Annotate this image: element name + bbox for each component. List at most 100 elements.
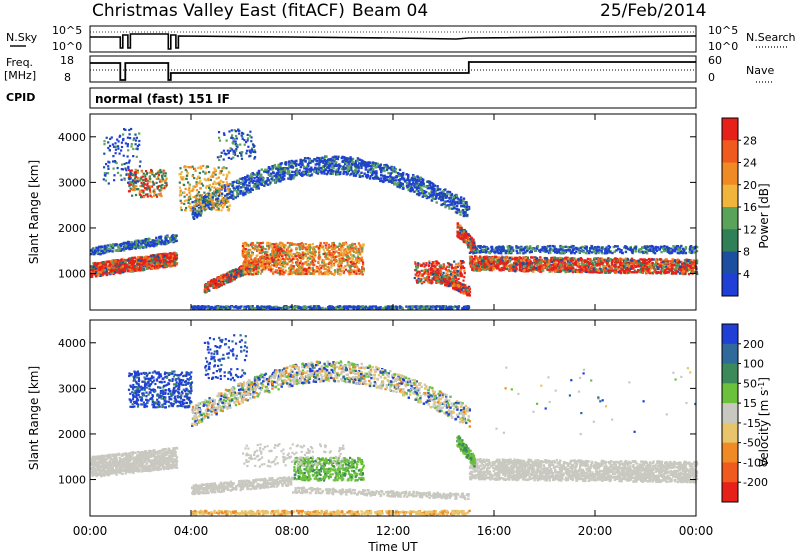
scatter-cell [240,270,243,273]
scatter-cell [113,244,117,247]
scatter-cell [650,266,653,270]
scatter-cell [162,253,165,257]
scatter-cell [497,263,500,266]
scatter-cell [491,255,494,259]
scatter-cell [281,268,285,271]
scatter-cell [505,265,508,268]
scatter-cell [331,252,334,255]
scatter-cell [568,249,571,252]
scatter-cell [247,268,250,271]
scatter-cell [536,268,540,271]
scatter-cell [133,245,136,248]
scatter-cell [652,246,655,250]
scatter-cell [512,269,515,272]
scatter-cell [344,265,347,268]
scatter-cell [635,265,639,268]
scatter-cell [631,248,634,251]
scatter-cell [170,257,173,260]
scatter-cell [288,255,291,258]
scatter-cell [562,245,565,249]
scatter-cell [162,241,165,244]
scatter-cell [157,253,160,256]
scatter-cell [298,267,301,270]
scatter-cell [307,262,310,265]
scatter-cell [426,277,430,280]
scatter-cell [637,259,640,263]
scatter-cell [434,266,437,269]
scatter-cell [563,265,567,268]
scatter-cell [132,261,136,264]
scatter-cell [338,248,341,251]
scatter-cell [291,255,294,258]
scatter-cell [348,244,351,247]
scatter-cell [238,268,242,272]
scatter-cell [471,265,474,268]
scatter-cell [469,263,472,267]
scatter-cell [155,236,158,240]
scatter-cell [669,265,672,268]
scatter-cell [428,261,431,265]
scatter-cell [675,269,678,272]
scatter-cell [92,249,95,252]
scatter-cell [631,271,634,274]
scatter-cell [279,269,282,272]
scatter-cell [166,240,170,243]
scatter-cell [475,268,478,272]
scatter-cell [414,261,417,264]
scatter-cell [671,249,674,253]
scatter-cell [266,264,269,267]
scatter-cell [695,259,699,262]
scatter-cell [271,252,274,255]
scatter-cell [322,266,325,269]
scatter-cell [616,245,619,248]
scatter-cell [665,271,668,274]
scatter-cell [90,252,93,256]
scatter-cell [526,247,530,250]
scatter-cell [137,259,140,262]
scatter-cell [539,256,542,259]
scatter-cell [99,271,103,274]
scatter-cell [93,253,96,256]
scatter-cell [503,263,507,266]
scatter-cell [650,244,654,248]
scatter-cell [254,244,257,247]
scatter-cell [344,268,347,271]
scatter-cell [670,267,674,270]
scatter-cell [446,270,449,273]
scatter-cell [299,243,302,246]
scatter-cell [172,252,175,255]
scatter-cell [279,241,283,244]
scatter-cell [533,247,536,250]
scatter-cell [281,271,284,274]
scatter-cell [647,249,650,252]
scatter-cell [260,258,263,262]
scatter-cell [683,259,687,262]
scatter-cell [518,267,522,270]
scatter-cell [449,270,452,273]
scatter-cell [652,258,655,261]
scatter-cell [159,254,162,258]
scatter-cell [620,263,623,267]
scatter-cell [666,250,669,253]
scatter-cell [645,259,649,262]
scatter-cell [597,251,600,255]
scatter-cell [144,259,147,262]
scatter-cell [133,256,137,259]
scatter-cell [489,264,493,267]
scatter-cell [214,280,217,283]
scatter-cell [349,253,352,256]
scatter-cell [275,265,278,268]
scatter-cell [571,262,575,265]
scatter-cell [613,264,616,267]
scatter-cell [600,251,604,255]
scatter-cell [324,246,327,249]
scatter-cell [670,260,673,263]
scatter-cell [504,251,507,255]
scatter-cell [128,246,132,249]
scatter-cell [290,266,293,270]
scatter-cell [660,245,663,248]
scatter-cell [110,260,113,263]
scatter-cell [693,262,696,265]
scatter-cell [577,259,581,263]
scatter-cell [585,268,588,272]
